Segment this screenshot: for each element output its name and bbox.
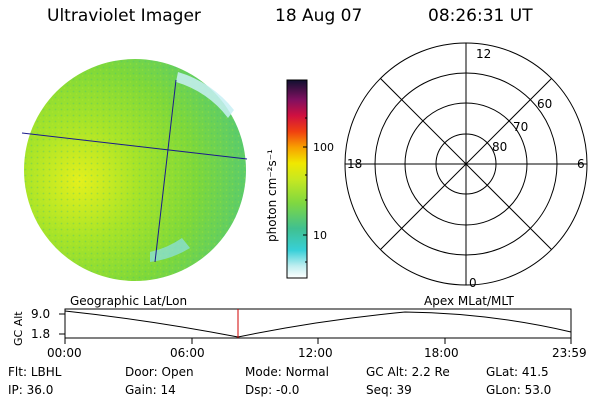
status-ip-value: 36.0 [26, 383, 54, 397]
timeline-plot [59, 308, 572, 344]
timeline-y-axis-label: GC Alt [12, 311, 25, 346]
colorbar-unit-label: photon cm⁻²s⁻¹ [265, 149, 279, 242]
app-title: Ultraviolet Imager [47, 6, 201, 26]
colorbar-tick-100: 100 [313, 141, 334, 154]
status-mode-value: Normal [285, 365, 329, 379]
timeline-x-tick: 12:00 [298, 346, 333, 360]
status-dsp-value: -0.0 [275, 383, 300, 397]
image-date: 18 Aug 07 [275, 6, 363, 26]
status-gain-value: 14 [160, 383, 176, 397]
status-gain: Gain: 14 [125, 383, 176, 397]
status-seq: Seq: 39 [366, 383, 412, 397]
lat-label-70: 70 [513, 120, 529, 134]
grid-line-lat [21, 132, 248, 160]
timeline-x-tick: 00:00 [47, 346, 82, 360]
status-flt: Flt: LBHL [8, 365, 61, 379]
status-mode: Mode: Normal [245, 365, 329, 379]
status-glon: GLon: 53.0 [486, 383, 551, 397]
lat-label-80: 80 [492, 140, 508, 154]
colorbar-tick-10: 10 [313, 229, 327, 242]
grid-line-lon [154, 79, 177, 263]
status-glat-value: 41.5 [521, 365, 549, 379]
status-gain-label: Gain: [125, 383, 157, 397]
status-seq-label: Seq: [366, 383, 393, 397]
status-gcalt-value: 2.2 Re [411, 365, 450, 379]
status-ip: IP: 36.0 [8, 383, 53, 397]
timeline-x-tick: 18:00 [424, 346, 459, 360]
status-gcalt: GC Alt: 2.2 Re [366, 365, 450, 379]
status-door-label: Door: [125, 365, 158, 379]
status-glat-label: GLat: [486, 365, 519, 379]
color-bar [286, 79, 308, 279]
timeline-x-tick: 06:00 [170, 346, 205, 360]
mlt-label-0: 0 [469, 276, 477, 290]
status-dsp: Dsp: -0.0 [245, 383, 299, 397]
status-ip-label: IP: [8, 383, 23, 397]
status-gcalt-label: GC Alt: [366, 365, 408, 379]
timeline-x-tick: 23:59 [552, 346, 587, 360]
image-time: 08:26:31 UT [428, 6, 533, 26]
status-glon-value: 53.0 [524, 383, 552, 397]
status-dsp-label: Dsp: [245, 383, 273, 397]
status-glat: GLat: 41.5 [486, 365, 549, 379]
status-flt-label: Flt: [8, 365, 27, 379]
mlt-label-12: 12 [476, 47, 492, 61]
earth-image [21, 59, 248, 281]
status-seq-value: 39 [396, 383, 412, 397]
timeline-left-label: Geographic Lat/Lon [70, 294, 188, 308]
mlt-label-18: 18 [347, 157, 363, 171]
lat-label-60: 60 [537, 97, 553, 111]
status-door: Door: Open [125, 365, 194, 379]
timeline-y-max: 9.0 [31, 307, 51, 321]
status-glon-label: GLon: [486, 383, 521, 397]
status-door-value: Open [161, 365, 194, 379]
mlt-label-6: 6 [577, 157, 585, 171]
status-flt-value: LBHL [30, 365, 62, 379]
status-mode-label: Mode: [245, 365, 282, 379]
timeline-right-label: Apex MLat/MLT [424, 294, 514, 308]
timeline-y-min: 1.8 [31, 327, 51, 341]
polar-grid [344, 42, 588, 286]
